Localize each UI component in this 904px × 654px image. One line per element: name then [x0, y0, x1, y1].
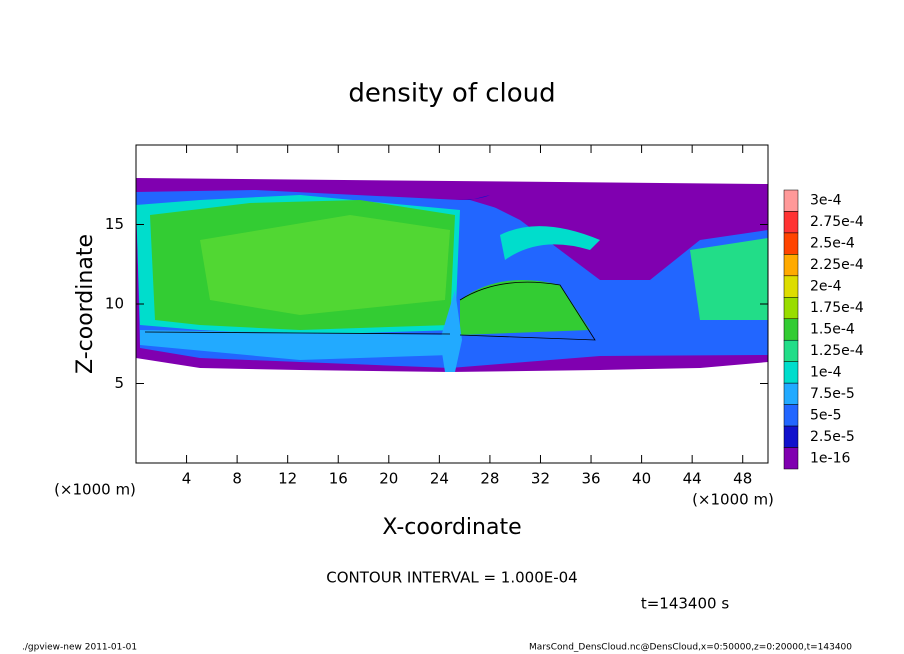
- x-axis-title: X-coordinate: [382, 515, 521, 540]
- contour-interval: CONTOUR INTERVAL = 1.000E-04: [326, 569, 577, 587]
- colorbar-segment: [783, 447, 799, 470]
- colorbar-segment: [783, 254, 799, 277]
- colorbar-segment: [783, 189, 799, 212]
- x-tick-label: 4: [182, 470, 192, 488]
- y-axis-title: Z-coordinate: [73, 234, 98, 374]
- footer-left: ./gpview-new 2011-01-01: [22, 643, 137, 653]
- y-tick-label: 15: [105, 215, 124, 233]
- colorbar-segment: [783, 339, 799, 362]
- colorbar-label: 7.5e-5: [810, 386, 855, 402]
- x-tick-label: 32: [531, 470, 550, 488]
- y-tick-label: 5: [114, 374, 124, 392]
- x-tick-label: 28: [480, 470, 499, 488]
- x-tick-label: 36: [581, 470, 600, 488]
- x-tick-label: 24: [430, 470, 449, 488]
- chart-title: density of cloud: [348, 79, 555, 109]
- colorbar-label: 1.5e-4: [810, 322, 855, 338]
- colorbar-label: 1e-16: [810, 450, 850, 466]
- y-tick-label: 10: [105, 295, 124, 313]
- colorbar-segment: [783, 318, 799, 341]
- x-tick-label: 44: [683, 470, 702, 488]
- footer-right: MarsCond_DensCloud.nc@DensCloud,x=0:5000…: [529, 643, 852, 653]
- colorbar-label: 1.25e-4: [810, 343, 864, 359]
- colorbar-label: 5e-5: [810, 407, 841, 423]
- colorbar-label: 1e-4: [810, 364, 842, 380]
- colorbar-segment: [783, 361, 799, 384]
- time-label: t=143400 s: [641, 595, 729, 613]
- x-tick-label: 20: [379, 470, 398, 488]
- x-tick-label: 12: [278, 470, 297, 488]
- colorbar-label: 2.75e-4: [810, 214, 864, 230]
- colorbar-segment: [783, 382, 799, 405]
- colorbar-label: 2e-4: [810, 279, 842, 295]
- field: [136, 178, 768, 372]
- axes: 4 8 12 16 20 24 28 32 36 40 44 48510153e-42.75e-42.…: [105, 145, 864, 488]
- x-tick-label: 16: [329, 470, 348, 488]
- x-tick-label: 48: [733, 470, 752, 488]
- colorbar-segment: [783, 232, 799, 255]
- colorbar-label: 1.75e-4: [810, 300, 864, 316]
- x-unit: (×1000 m): [692, 491, 774, 509]
- colorbar-segment: [783, 404, 799, 427]
- colorbar-label: 2.25e-4: [810, 257, 864, 273]
- colorbar-label: 3e-4: [810, 193, 842, 209]
- colorbar-segment: [783, 275, 799, 298]
- colorbar-segment: [783, 297, 799, 320]
- x-tick-label: 8: [232, 470, 242, 488]
- colorbar-label: 2.5e-4: [810, 236, 855, 252]
- colorbar-label: 2.5e-5: [810, 429, 855, 445]
- colorbar-segment: [783, 425, 799, 448]
- x-tick-label: 40: [632, 470, 651, 488]
- y-unit: (×1000 m): [54, 481, 136, 499]
- colorbar-segment: [783, 211, 799, 234]
